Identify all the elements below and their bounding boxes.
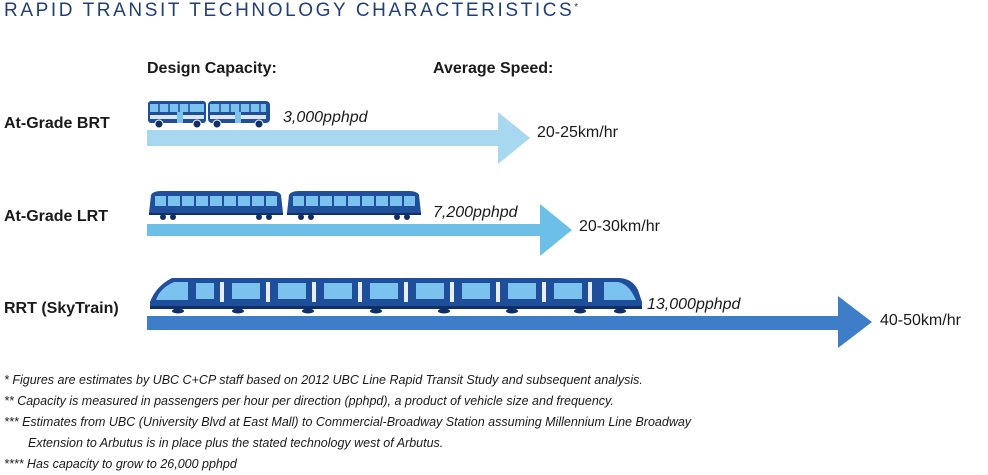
speed-rrt: 40-50km/hr	[880, 312, 961, 329]
speed-lrt: 20-30km/hr	[579, 218, 660, 235]
design-capacity-header: Design Capacity:	[147, 60, 277, 77]
capacity-brt: 3,000pphpd	[283, 109, 368, 126]
footnote-2: ** Capacity is measured in passengers pe…	[4, 394, 614, 408]
row-label-rrt: RRT (SkyTrain)	[4, 300, 119, 317]
footnote-3: *** Estimates from UBC (University Blvd …	[4, 415, 692, 429]
capacity-lrt: 7,200pphpd	[433, 204, 518, 221]
lrt-speed-arrow	[147, 204, 572, 256]
average-speed-header: Average Speed:	[433, 60, 554, 77]
rrt-speed-arrow	[147, 296, 872, 348]
footnote-4: **** Has capacity to grow to 26,000 pphp…	[4, 457, 237, 471]
footnote-1: * Figures are estimates by UBC C+CP staf…	[4, 373, 643, 387]
row-label-lrt: At-Grade LRT	[4, 208, 108, 225]
diagram-title: RAPID TRANSIT TECHNOLOGY CHARACTERISTICS…	[4, 0, 579, 21]
title-footnote-mark: *	[574, 2, 579, 13]
footnotes: * Figures are estimates by UBC C+CP staf…	[4, 370, 691, 475]
light-rail-icon	[149, 191, 421, 220]
skytrain-icon	[150, 278, 642, 314]
footnote-3-continued: Extension to Arbutus is in place plus th…	[28, 436, 444, 450]
row-label-brt: At-Grade BRT	[4, 115, 110, 132]
bus-icon	[148, 101, 270, 129]
brt-speed-arrow	[147, 112, 530, 164]
speed-brt: 20-25km/hr	[537, 124, 618, 141]
capacity-rrt: 13,000pphpd	[647, 296, 741, 313]
